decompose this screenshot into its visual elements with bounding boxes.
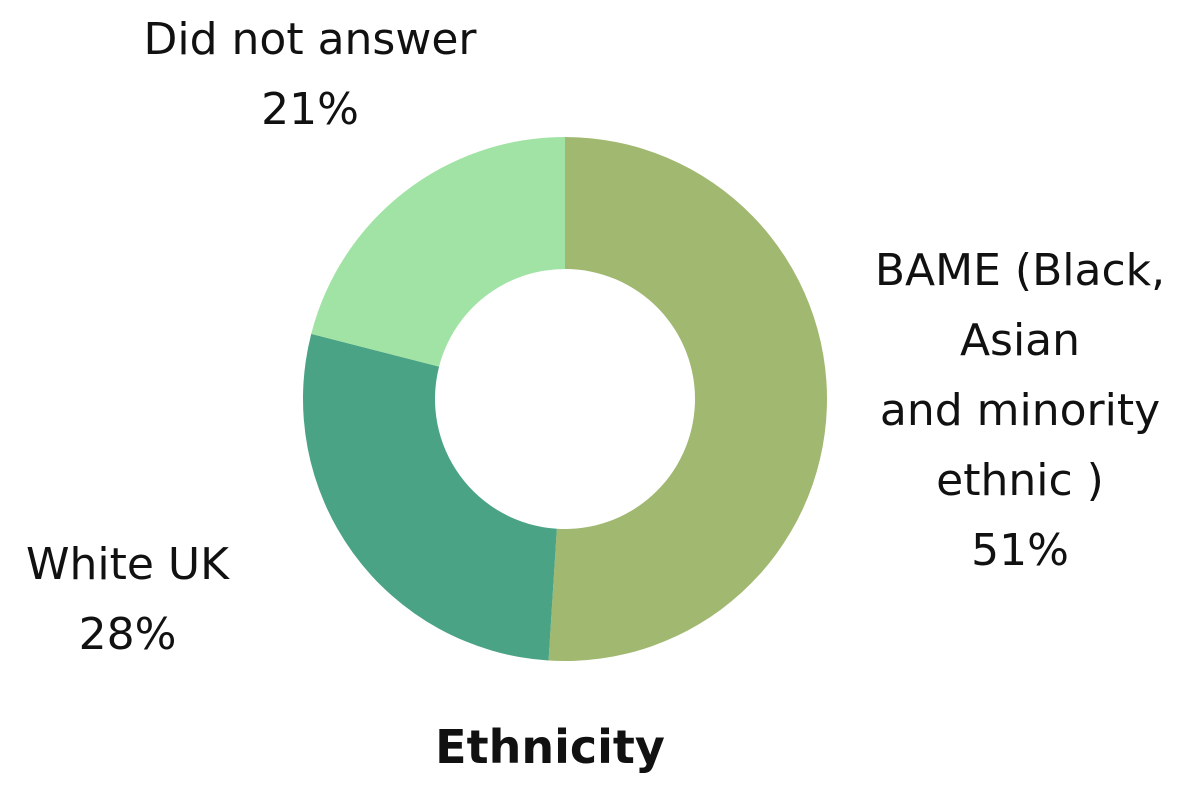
slice-value-white-uk: 28% xyxy=(78,609,177,660)
slice-label-white-uk: White UK 28% xyxy=(0,530,255,670)
slice-white-uk xyxy=(302,333,557,661)
chart-title: Ethnicity xyxy=(435,720,665,774)
slice-did-not-answer xyxy=(311,137,565,367)
slice-name-bame-line-3: and minority xyxy=(879,385,1161,436)
slice-value-did-not-answer: 21% xyxy=(261,84,359,135)
slice-value-bame: 51% xyxy=(971,525,1069,576)
slice-name-bame-line-2: Asian xyxy=(959,315,1081,366)
slice-name-did-not-answer: Did not answer xyxy=(143,14,477,65)
slice-name-bame-line-4: ethnic ) xyxy=(936,455,1104,506)
donut-slices xyxy=(302,137,827,661)
slice-name-white-uk: White UK xyxy=(26,539,229,590)
slice-bame xyxy=(548,137,827,661)
slice-label-did-not-answer: Did not answer 21% xyxy=(110,5,510,145)
slice-label-bame: BAME (Black, Asian and minority ethnic )… xyxy=(850,236,1190,586)
slice-name-bame-line-1: BAME (Black, xyxy=(874,245,1166,296)
